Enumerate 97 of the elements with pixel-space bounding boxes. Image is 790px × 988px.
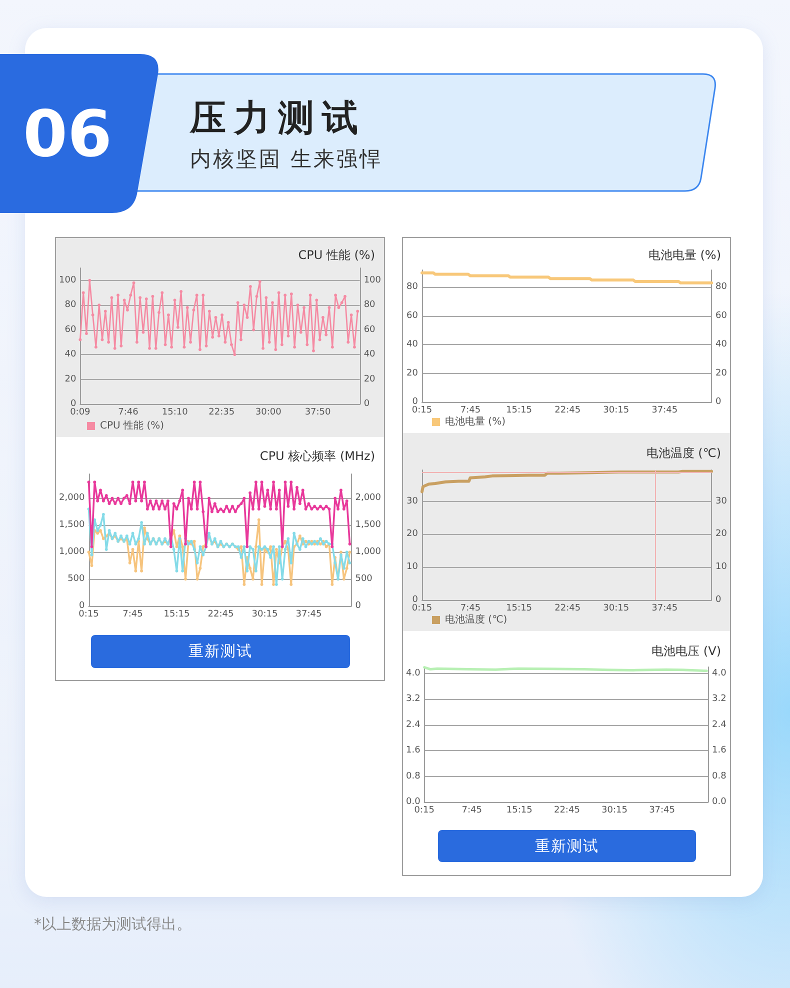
x-tick-label: 7:45 — [460, 604, 481, 614]
y2-tick-label: 500 — [355, 574, 373, 584]
x-tick-label: 7:46 — [118, 408, 139, 418]
y2-tick-label: 1,500 — [355, 520, 382, 530]
y2-tick-label: 0 — [355, 601, 362, 611]
x-tick-label: 7:45 — [122, 610, 143, 620]
chart-title: CPU 核心频率 (MHz) — [260, 449, 376, 463]
x-tick-label: 0:15 — [412, 406, 432, 416]
x-tick-label: 22:45 — [554, 604, 581, 614]
y-tick-label: 0 — [70, 399, 76, 409]
y-tick-label: 100 — [58, 275, 76, 286]
y-tick-label: 1.6 — [406, 746, 421, 756]
x-tick-label: 0:15 — [412, 604, 432, 614]
x-tick-label: 37:45 — [649, 806, 676, 816]
x-tick-label: 0:15 — [414, 806, 434, 816]
y2-tick-label: 60 — [364, 324, 376, 335]
y-tick-label: 60 — [406, 310, 418, 321]
x-tick-label: 30:15 — [603, 406, 630, 416]
y2-tick-label: 0 — [364, 399, 370, 409]
y-tick-label: 60 — [64, 324, 76, 335]
x-tick-label: 15:15 — [164, 610, 190, 620]
x-tick-label: 15:15 — [506, 406, 532, 416]
button: 重新测试 — [438, 830, 696, 862]
y-tick-label: 20 — [406, 368, 418, 378]
x-tick-label: 30:00 — [255, 408, 282, 418]
y-tick-label: 1,000 — [59, 547, 86, 558]
chart-title: CPU 性能 (%) — [298, 248, 376, 262]
text: 压力测试 — [190, 98, 366, 140]
y-tick-label: 0 — [412, 595, 418, 605]
y-tick-label: 10 — [406, 562, 418, 572]
x-tick-label: 37:45 — [652, 406, 678, 416]
x-tick-label: 37:50 — [304, 408, 332, 418]
y-tick-label: 80 — [406, 282, 418, 292]
x-tick-label: 37:45 — [652, 604, 678, 614]
x-tick-label: 30:15 — [603, 604, 630, 614]
y2-tick-label: 3.2 — [712, 694, 726, 704]
x-tick-label: 15:10 — [162, 408, 188, 418]
x-tick-label: 15:15 — [506, 806, 532, 816]
x-tick-label: 7:45 — [460, 406, 481, 416]
text: 内核坚固 生来强悍 — [190, 146, 383, 172]
y-tick-label: 0 — [79, 601, 86, 611]
y-tick-label: 2.4 — [406, 720, 421, 730]
y-tick-label: 1,500 — [59, 520, 86, 530]
y-tick-label: 30 — [406, 496, 418, 506]
legend-label: 电池电量 (%) — [445, 416, 506, 428]
x-tick-label: 37:45 — [296, 610, 322, 620]
x-tick-label: 0:15 — [78, 610, 99, 620]
y2-tick-label: 4.0 — [712, 668, 727, 678]
x-tick-label: 30:15 — [602, 806, 628, 816]
y2-tick-label: 40 — [716, 340, 728, 350]
y2-tick-label: 60 — [716, 310, 728, 321]
y2-tick-label: 30 — [716, 496, 728, 506]
y2-tick-label: 80 — [716, 282, 728, 292]
chart-title: 电池温度 (℃) — [646, 446, 721, 460]
y-tick-label: 20 — [406, 529, 418, 540]
y-tick-label: 0 — [412, 397, 418, 407]
x-tick-label: 0:09 — [70, 408, 91, 418]
x-tick-label: 7:45 — [462, 806, 482, 816]
line-series — [420, 271, 714, 284]
y-tick-label: 20 — [64, 374, 76, 384]
y2-tick-label: 80 — [364, 300, 376, 310]
y-tick-label: 4.0 — [406, 668, 421, 678]
y2-tick-label: 20 — [364, 374, 376, 384]
x-tick-label: 22:35 — [208, 408, 235, 418]
button: 重新测试 — [91, 635, 350, 668]
y-tick-label: 40 — [406, 340, 418, 350]
text: *以上数据为测试得出。 — [34, 914, 192, 935]
text: 06 — [22, 97, 114, 173]
y2-tick-label: 20 — [716, 529, 728, 540]
y-tick-label: 500 — [68, 574, 86, 584]
y2-tick-label: 0 — [716, 595, 722, 605]
y2-tick-label: 1,000 — [355, 547, 382, 558]
y2-tick-label: 10 — [716, 562, 728, 572]
y-tick-label: 3.2 — [406, 694, 420, 704]
y2-tick-label: 100 — [364, 275, 382, 286]
y2-tick-label: 0.0 — [712, 797, 727, 807]
legend-label: 电池温度 (℃) — [445, 614, 508, 626]
y2-tick-label: 1.6 — [712, 746, 727, 756]
y-tick-label: 2,000 — [59, 493, 86, 504]
x-tick-label: 22:45 — [554, 806, 580, 816]
x-tick-label: 22:45 — [208, 610, 234, 620]
y2-tick-label: 0 — [716, 397, 722, 407]
y2-tick-label: 0.8 — [712, 771, 727, 782]
y2-tick-label: 2.4 — [712, 720, 727, 730]
y-tick-label: 80 — [64, 300, 76, 310]
y-tick-label: 0.8 — [406, 771, 421, 782]
x-tick-label: 30:15 — [252, 610, 278, 620]
y2-tick-label: 20 — [716, 368, 728, 378]
y-tick-label: 0.0 — [406, 797, 421, 807]
legend-label: CPU 性能 (%) — [100, 420, 164, 432]
y2-tick-label: 2,000 — [355, 493, 382, 504]
y-tick-label: 40 — [64, 350, 76, 360]
chart-title: 电池电压 (V) — [652, 644, 722, 658]
x-tick-label: 15:15 — [506, 604, 532, 614]
chart-title: 电池电量 (%) — [648, 248, 722, 262]
x-tick-label: 22:45 — [554, 406, 581, 416]
y2-tick-label: 40 — [364, 350, 376, 360]
